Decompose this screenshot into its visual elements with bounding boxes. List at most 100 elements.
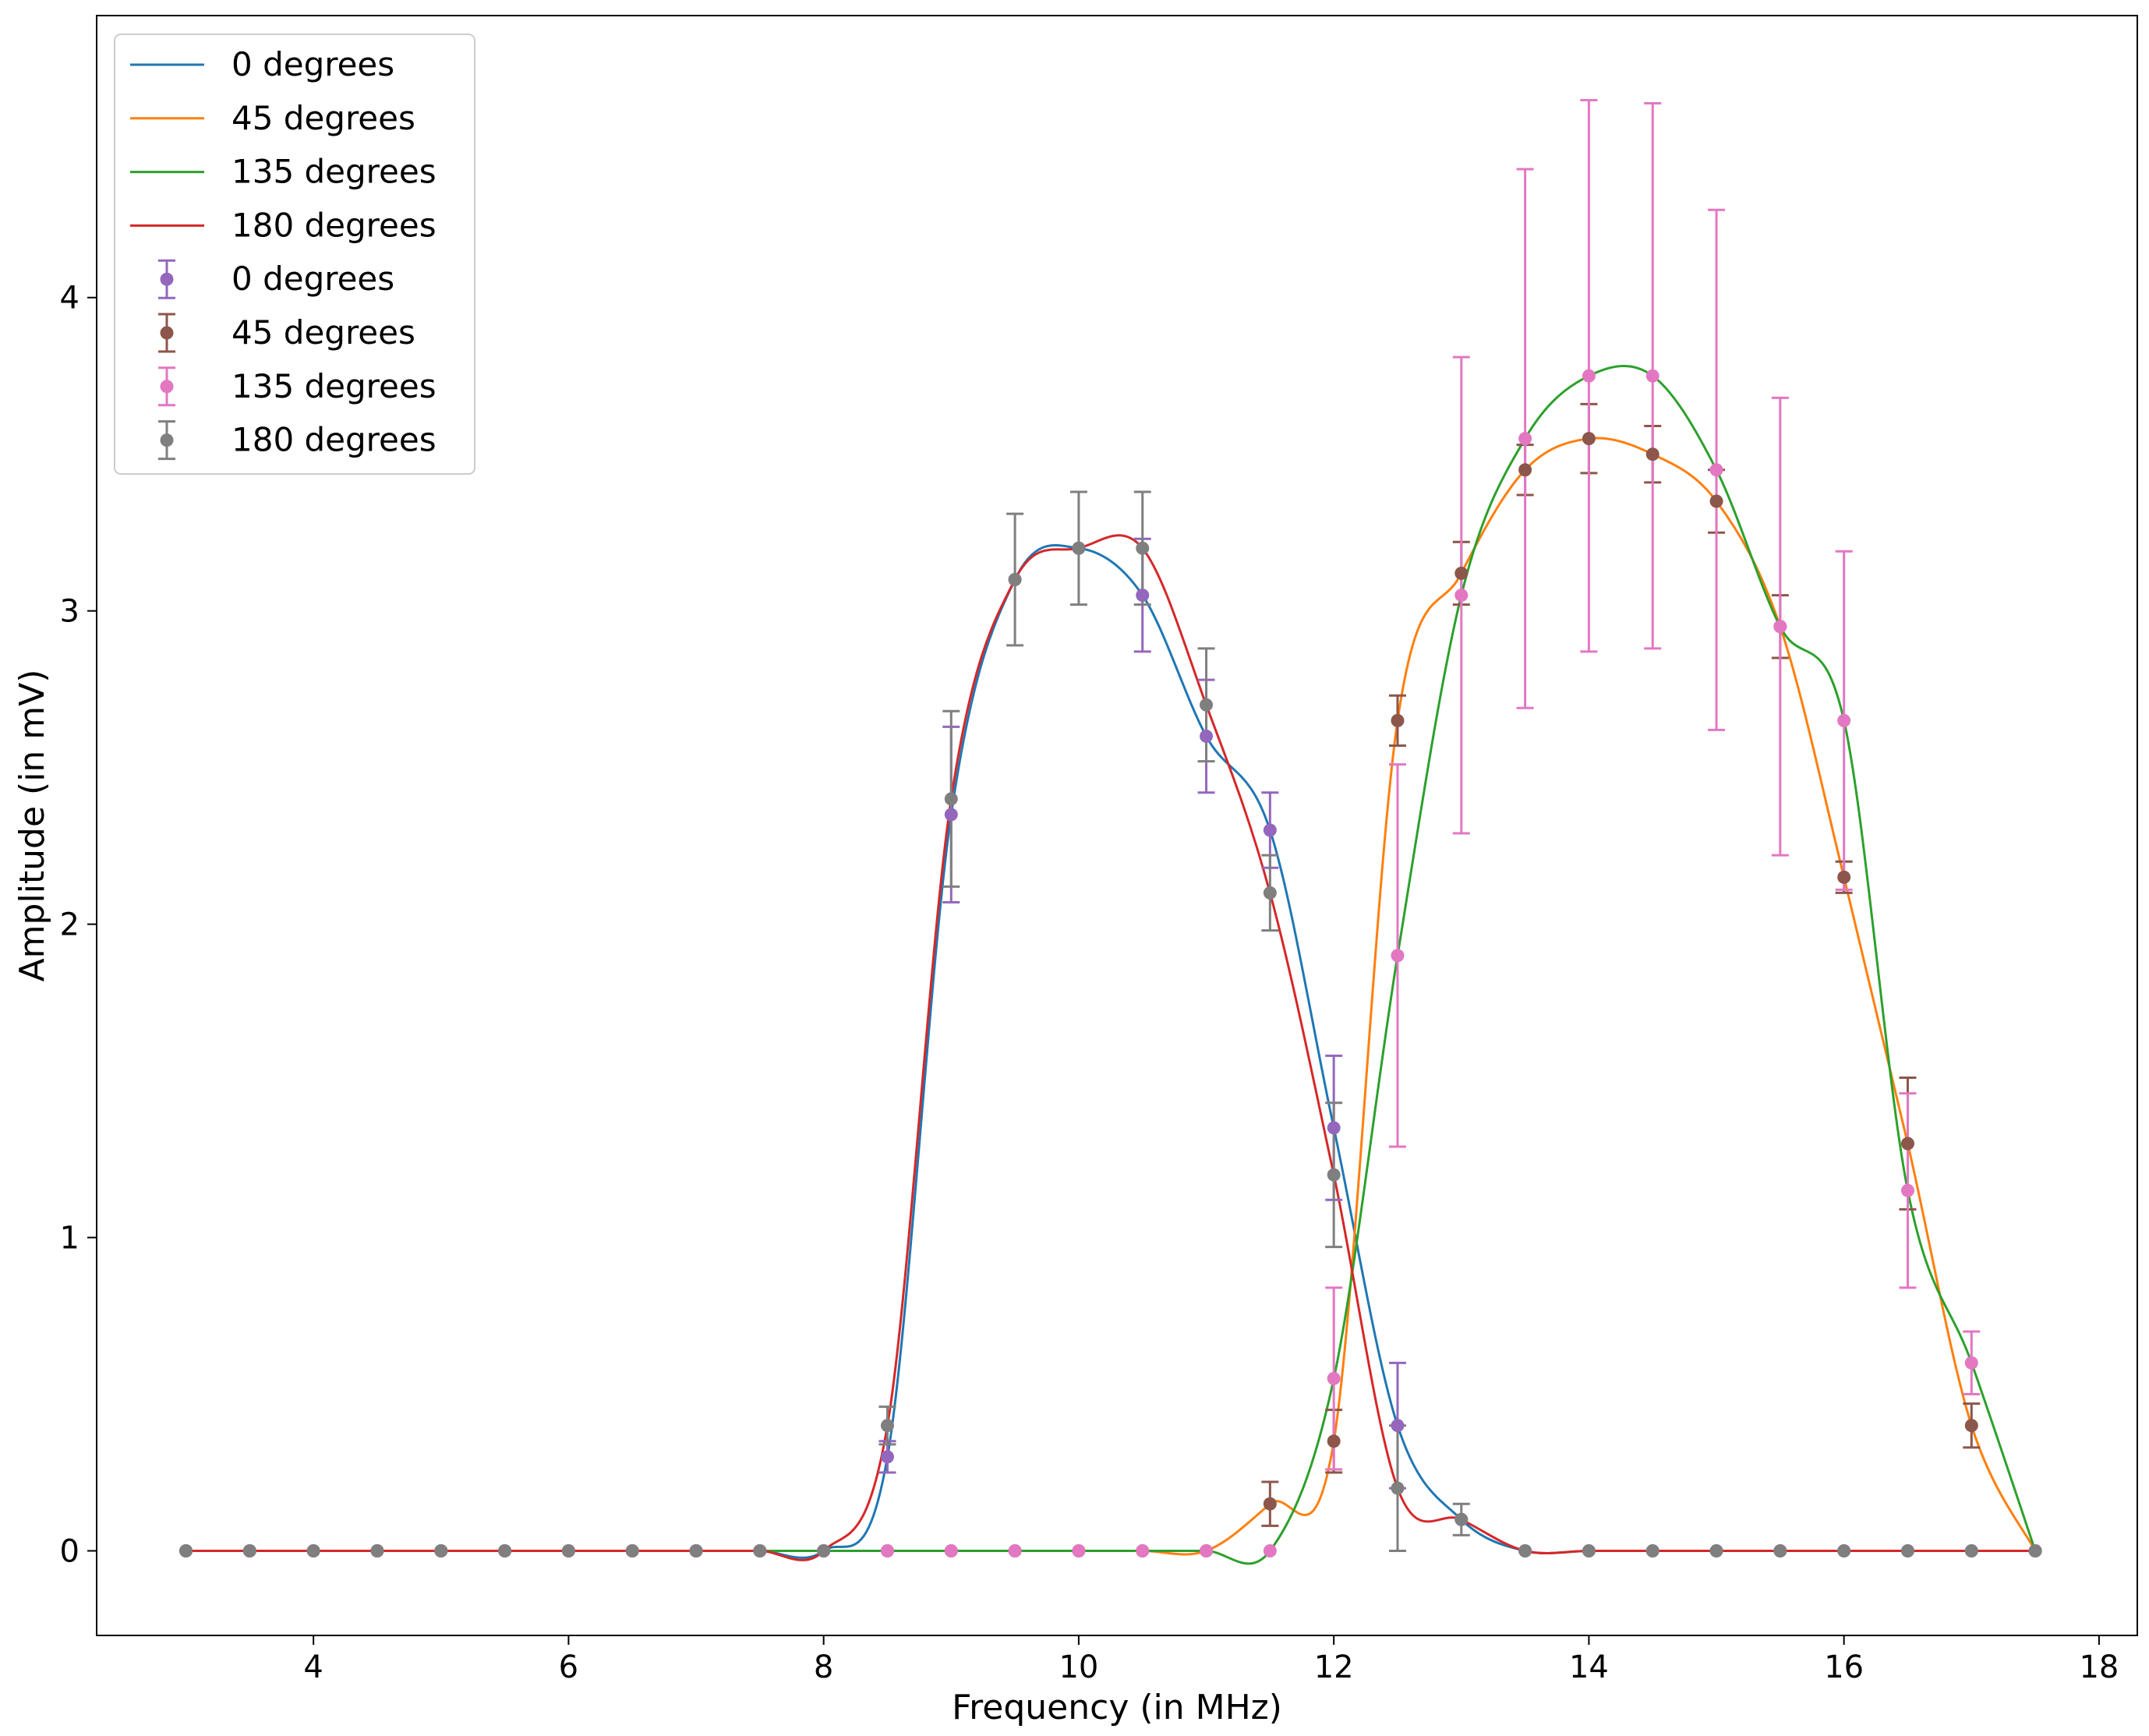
data-point (880, 1419, 894, 1433)
data-point (1964, 1419, 1978, 1433)
data-point (880, 1450, 894, 1464)
data-point (242, 1543, 256, 1557)
data-point (1645, 369, 1659, 383)
y-axis-label: Amplitude (in mV) (12, 670, 52, 982)
data-point (1200, 1543, 1214, 1557)
data-point (1072, 541, 1086, 555)
x-tick-label: 6 (559, 1649, 578, 1685)
fit-curves (186, 365, 2037, 1565)
y-tick-label: 4 (60, 281, 80, 316)
data-point (625, 1543, 639, 1557)
data-point (1900, 1137, 1914, 1151)
data-point (1072, 1543, 1086, 1557)
data-point (498, 1543, 512, 1557)
data-point (944, 808, 958, 822)
data-point (1709, 1543, 1723, 1557)
data-point (1773, 1543, 1787, 1557)
data-point (1582, 369, 1596, 383)
data-point (1136, 541, 1150, 555)
data-point (1964, 1356, 1978, 1370)
x-axis-label: Frequency (in MHz) (952, 1688, 1282, 1727)
data-points (179, 369, 2042, 1557)
data-point (434, 1543, 448, 1557)
legend-label: 45 degrees (232, 99, 415, 137)
data-point (1263, 886, 1277, 900)
legend-label: 180 degrees (232, 421, 437, 459)
data-point (1391, 1419, 1405, 1433)
data-point (306, 1543, 320, 1557)
data-point (880, 1543, 894, 1557)
x-tick-label: 10 (1059, 1649, 1098, 1685)
data-point (1391, 949, 1405, 963)
data-point (1837, 1543, 1851, 1557)
x-tick-label: 8 (814, 1649, 833, 1685)
legend-item-err: 180 degrees (158, 420, 437, 461)
x-axis-ticks: 4 6 8 10 12 14 16 18 (303, 1635, 2119, 1685)
data-point (1582, 1543, 1596, 1557)
data-point (1454, 566, 1469, 580)
data-point (1518, 1543, 1532, 1557)
data-point (1391, 1481, 1405, 1495)
curve-series-3 (186, 534, 2036, 1561)
data-point (2028, 1543, 2042, 1557)
data-point (561, 1543, 575, 1557)
data-point (1327, 1168, 1341, 1182)
data-point (1391, 713, 1405, 727)
legend-label: 180 degrees (232, 206, 437, 244)
curve-series-2 (186, 365, 2037, 1565)
y-tick-label: 0 (60, 1533, 80, 1569)
data-point (1900, 1183, 1914, 1197)
curve-series-0 (186, 544, 2036, 1559)
error-bars (878, 99, 1981, 1552)
legend-box (114, 34, 475, 475)
data-point (1263, 1543, 1277, 1557)
data-point (1837, 870, 1851, 884)
data-point (1454, 1512, 1469, 1526)
x-tick-label: 4 (303, 1649, 323, 1685)
plot-frame (96, 15, 2138, 1636)
y-axis-ticks: 0 1 2 3 4 (60, 281, 97, 1569)
data-point (1645, 1543, 1659, 1557)
y-tick-label: 3 (60, 594, 80, 630)
legend-item-err: 135 degrees (158, 366, 437, 407)
data-point (1263, 823, 1277, 837)
data-point (1327, 1121, 1341, 1135)
data-point (1518, 463, 1532, 477)
legend-label: 0 degrees (232, 45, 394, 83)
x-tick-label: 12 (1314, 1649, 1354, 1685)
data-point (944, 792, 958, 806)
legend: 0 degrees 45 degrees 135 degrees 180 degree… (114, 34, 475, 475)
data-point (179, 1543, 193, 1557)
x-tick-label: 14 (1569, 1649, 1609, 1685)
data-point (1008, 572, 1022, 586)
data-point (1582, 432, 1596, 446)
data-point (1645, 447, 1659, 461)
data-point (817, 1543, 831, 1557)
data-point (1837, 713, 1851, 727)
data-point (753, 1543, 767, 1557)
data-point (689, 1543, 703, 1557)
legend-label: 135 degrees (232, 367, 437, 405)
legend-item-err: 45 degrees (158, 313, 415, 353)
legend-item-line: 135 degrees (130, 153, 437, 191)
legend-item-err: 0 degrees (158, 259, 394, 299)
x-tick-label: 16 (1824, 1649, 1864, 1685)
data-point (944, 1543, 958, 1557)
data-point (1327, 1434, 1341, 1448)
data-point (1900, 1543, 1914, 1557)
y-tick-label: 2 (60, 907, 80, 943)
data-point (1136, 589, 1150, 603)
y-tick-label: 1 (60, 1221, 80, 1257)
data-point (1709, 494, 1723, 508)
legend-label: 0 degrees (232, 260, 394, 298)
legend-item-line: 45 degrees (130, 99, 415, 137)
legend-item-line: 0 degrees (130, 45, 394, 83)
data-point (1263, 1497, 1277, 1511)
data-point (1518, 432, 1532, 446)
legend-label: 45 degrees (232, 313, 415, 352)
data-point (1964, 1543, 1978, 1557)
data-point (370, 1543, 384, 1557)
curve-series-1 (186, 437, 2037, 1556)
data-point (1008, 1543, 1022, 1557)
